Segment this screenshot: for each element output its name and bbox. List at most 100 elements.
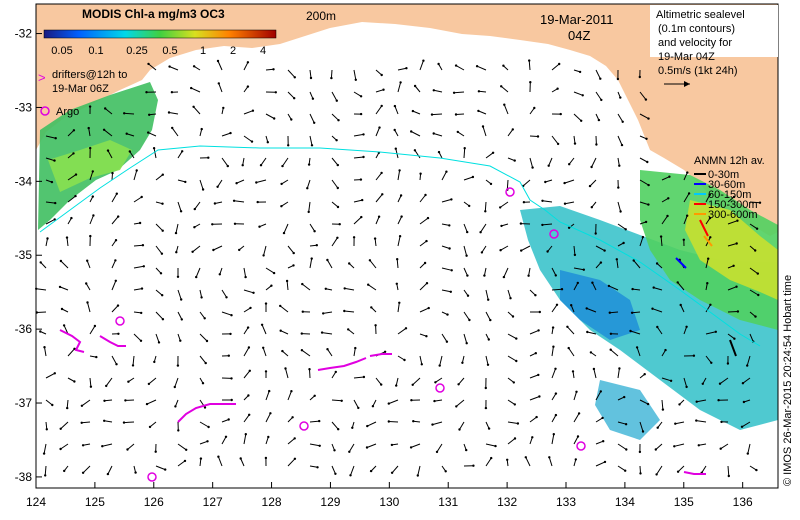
velocity-arrow-icon — [595, 262, 602, 269]
velocity-arrow-head-icon — [676, 281, 679, 284]
velocity-arrow-head-icon — [646, 160, 649, 164]
velocity-arrow-icon — [353, 133, 364, 137]
velocity-arrow-head-icon — [80, 404, 84, 407]
velocity-arrow-icon — [331, 179, 339, 189]
velocity-arrow-icon — [394, 105, 399, 115]
velocity-arrow-head-icon — [398, 235, 402, 238]
velocity-arrow-icon — [551, 414, 557, 423]
velocity-arrow-icon — [177, 443, 187, 451]
velocity-arrow-head-icon — [524, 456, 527, 459]
velocity-arrow-head-icon — [509, 297, 512, 300]
velocity-arrow-head-icon — [53, 159, 56, 162]
velocity-arrow-icon — [419, 355, 423, 365]
velocity-arrow-icon — [265, 113, 275, 119]
velocity-arrow-head-icon — [145, 402, 149, 406]
velocity-arrow-head-icon — [717, 399, 720, 402]
velocity-arrow-head-icon — [411, 383, 414, 386]
velocity-arrow-head-icon — [591, 281, 594, 284]
velocity-arrow-head-icon — [754, 249, 757, 252]
velocity-arrow-head-icon — [140, 311, 143, 315]
velocity-arrow-head-icon — [315, 244, 318, 247]
velocity-arrow-head-icon — [516, 422, 520, 425]
velocity-arrow-head-icon — [160, 252, 164, 255]
velocity-arrow-head-icon — [307, 210, 310, 214]
velocity-arrow-icon — [326, 259, 333, 269]
velocity-arrow-icon — [455, 113, 465, 115]
velocity-arrow-icon — [593, 368, 597, 379]
velocity-arrow-head-icon — [335, 139, 338, 142]
velocity-arrow-icon — [395, 377, 399, 386]
velocity-arrow-head-icon — [268, 389, 271, 393]
velocity-arrow-icon — [375, 216, 380, 225]
velocity-arrow-head-icon — [246, 326, 250, 329]
velocity-arrow-head-icon — [484, 210, 487, 213]
velocity-arrow-icon — [617, 368, 620, 379]
velocity-arrow-head-icon — [646, 402, 650, 406]
velocity-arrow-icon — [441, 171, 447, 181]
velocity-arrow-head-icon — [445, 340, 449, 343]
velocity-arrow-head-icon — [249, 306, 252, 310]
velocity-arrow-head-icon — [192, 65, 196, 68]
velocity-arrow-head-icon — [581, 94, 584, 97]
velocity-arrow-icon — [347, 329, 355, 335]
velocity-arrow-head-icon — [667, 197, 670, 200]
argo-float — [115, 316, 125, 326]
velocity-arrow-head-icon — [601, 416, 604, 420]
velocity-arrow-icon — [551, 135, 559, 145]
velocity-arrow-icon — [617, 113, 624, 123]
velocity-arrow-head-icon — [135, 169, 138, 172]
velocity-arrow-head-icon — [246, 61, 250, 64]
velocity-arrow-head-icon — [161, 229, 164, 232]
velocity-arrow-head-icon — [599, 261, 603, 264]
velocity-arrow-head-icon — [352, 236, 356, 239]
velocity-arrow-head-icon — [343, 309, 346, 313]
velocity-arrow-head-icon — [324, 287, 327, 290]
velocity-arrow-icon — [485, 311, 491, 321]
velocity-arrow-head-icon — [334, 370, 337, 374]
velocity-arrow-icon — [265, 436, 269, 445]
velocity-arrow-icon — [331, 237, 338, 247]
velocity-arrow-head-icon — [147, 382, 151, 386]
velocity-arrow-head-icon — [466, 294, 470, 297]
velocity-arrow-head-icon — [44, 474, 47, 477]
velocity-arrow-head-icon — [138, 221, 142, 225]
velocity-arrow-head-icon — [368, 259, 372, 262]
velocity-arrow-head-icon — [410, 130, 413, 133]
x-tick-label: 133 — [556, 495, 576, 509]
velocity-arrow-head-icon — [554, 367, 557, 370]
velocity-arrow-icon — [89, 215, 94, 225]
velocity-arrow-head-icon — [706, 282, 709, 285]
velocity-arrow-head-icon — [511, 128, 514, 131]
velocity-arrow-head-icon — [354, 78, 357, 82]
velocity-arrow-icon — [548, 157, 553, 166]
velocity-arrow-head-icon — [70, 216, 73, 220]
velocity-arrow-icon — [331, 465, 336, 474]
velocity-arrow-head-icon — [337, 428, 340, 431]
velocity-arrow-head-icon — [465, 342, 468, 345]
velocity-arrow-head-icon — [425, 282, 429, 285]
velocity-arrow-icon — [653, 287, 663, 291]
velocity-arrow-head-icon — [287, 144, 290, 147]
velocity-arrow-icon — [503, 267, 509, 278]
velocity-arrow-head-icon — [635, 346, 639, 349]
velocity-arrow-icon — [36, 288, 47, 291]
velocity-arrow-icon — [529, 374, 539, 379]
velocity-arrow-head-icon — [566, 325, 569, 328]
velocity-arrow-icon — [441, 223, 450, 226]
velocity-arrow-head-icon — [586, 330, 589, 334]
velocity-arrow-head-icon — [326, 348, 329, 351]
velocity-arrow-head-icon — [141, 244, 145, 247]
velocity-arrow-head-icon — [292, 251, 295, 255]
velocity-arrow-icon — [507, 421, 518, 424]
velocity-arrow-icon — [60, 421, 69, 430]
velocity-arrow-icon — [107, 150, 113, 159]
velocity-arrow-icon — [104, 420, 113, 423]
velocity-arrow-head-icon — [54, 201, 57, 205]
velocity-arrow-head-icon — [362, 155, 365, 159]
velocity-arrow-head-icon — [515, 359, 518, 363]
velocity-arrow-icon — [482, 126, 487, 137]
velocity-arrow-head-icon — [546, 250, 549, 253]
velocity-arrow-icon — [102, 443, 113, 447]
velocity-arrow-head-icon — [595, 143, 598, 146]
velocity-arrow-icon — [595, 417, 603, 423]
